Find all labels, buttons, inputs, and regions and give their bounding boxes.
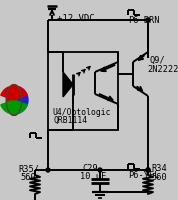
Text: 560: 560 [151, 173, 167, 182]
Text: P6-BRN: P6-BRN [128, 16, 159, 25]
Circle shape [46, 168, 50, 172]
Wedge shape [1, 100, 27, 114]
Circle shape [146, 18, 150, 22]
Text: 560: 560 [20, 173, 36, 182]
Circle shape [98, 168, 102, 172]
Polygon shape [63, 72, 73, 97]
Text: 2N2222: 2N2222 [147, 65, 178, 74]
Text: R35/: R35/ [18, 164, 39, 173]
Text: U4/Optologic: U4/Optologic [52, 108, 111, 117]
Circle shape [146, 168, 150, 172]
Text: QRB1114: QRB1114 [54, 116, 88, 125]
Text: +12 VDC: +12 VDC [57, 14, 95, 23]
Wedge shape [14, 86, 28, 114]
Text: P6-YEL: P6-YEL [128, 171, 159, 180]
Text: R34: R34 [151, 164, 167, 173]
Wedge shape [1, 86, 27, 100]
Text: C29: C29 [82, 164, 98, 173]
Bar [48, 52, 118, 130]
Ellipse shape [6, 85, 22, 115]
Text: 10 uF: 10 uF [80, 172, 106, 181]
Text: Q9/: Q9/ [150, 56, 166, 65]
Circle shape [146, 168, 150, 172]
